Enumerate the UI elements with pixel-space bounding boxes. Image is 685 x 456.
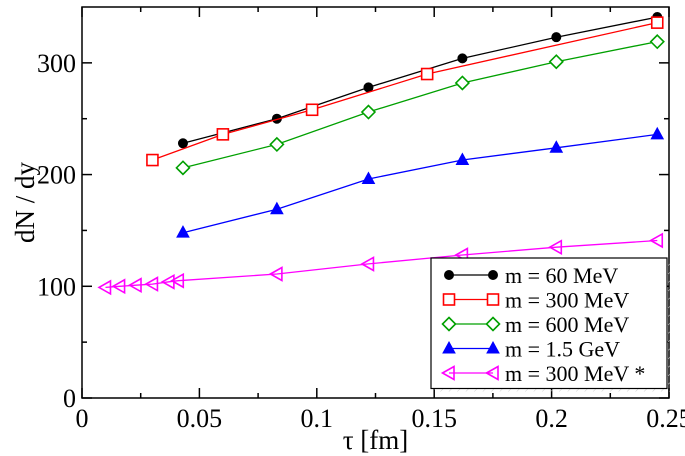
x-tick-label: 0.25 bbox=[646, 404, 685, 433]
data-point-series-1 bbox=[177, 138, 188, 149]
y-tick-label: 300 bbox=[37, 49, 76, 78]
data-point-series-3 bbox=[548, 54, 564, 70]
legend-marker bbox=[488, 270, 498, 280]
data-point-series-5 bbox=[144, 276, 159, 292]
data-point-series-3 bbox=[175, 160, 191, 176]
legend-box bbox=[430, 257, 668, 390]
data-point-series-5 bbox=[111, 278, 126, 295]
series-line-4 bbox=[182, 133, 658, 234]
x-tick-label: 0.05 bbox=[177, 404, 223, 433]
legend-marker bbox=[484, 365, 499, 381]
data-point-series-5 bbox=[127, 277, 142, 294]
data-point-series-2 bbox=[650, 16, 664, 29]
data-point-series-4 bbox=[176, 225, 190, 238]
data-point-series-5 bbox=[97, 279, 112, 296]
data-point-series-2 bbox=[146, 153, 159, 167]
data-point-series-5 bbox=[548, 239, 563, 256]
legend-label: m = 600 MeV bbox=[505, 312, 629, 337]
data-point-series-2 bbox=[216, 128, 230, 141]
data-point-series-4 bbox=[455, 152, 470, 166]
y-axis-label: dN / dy bbox=[10, 162, 40, 244]
data-point-series-5 bbox=[170, 272, 185, 289]
data-point-series-3 bbox=[360, 104, 377, 120]
legend-marker bbox=[486, 293, 500, 306]
x-tick-label: 0.2 bbox=[535, 404, 568, 433]
data-point-series-4 bbox=[270, 201, 284, 215]
legend-marker bbox=[485, 316, 501, 332]
data-point-series-4 bbox=[549, 140, 564, 153]
legend-marker bbox=[441, 316, 457, 332]
y-tick-label: 200 bbox=[37, 161, 76, 190]
legend-marker bbox=[442, 293, 456, 306]
data-point-series-5 bbox=[360, 256, 375, 272]
data-point-series-2 bbox=[420, 67, 434, 81]
series-line-3 bbox=[182, 40, 658, 169]
legend-marker bbox=[440, 365, 455, 381]
x-tick-label: 0.1 bbox=[301, 404, 334, 433]
legend-marker bbox=[486, 340, 500, 354]
data-point-series-5 bbox=[268, 266, 283, 282]
series-line-1 bbox=[182, 16, 658, 144]
legend-label: m = 1.5 GeV bbox=[505, 337, 620, 362]
data-point-series-3 bbox=[649, 34, 665, 50]
data-point-series-1 bbox=[551, 32, 562, 43]
x-tick-label: 0.15 bbox=[411, 404, 457, 433]
legend-label: m = 300 MeV * bbox=[505, 361, 645, 386]
data-point-series-1 bbox=[457, 53, 468, 64]
legend-label: m = 60 MeV bbox=[505, 263, 618, 288]
data-point-series-1 bbox=[363, 82, 374, 93]
y-tick-label: 100 bbox=[37, 272, 76, 301]
x-axis-label: τ [fm] bbox=[343, 425, 409, 455]
legend-label: m = 300 MeV bbox=[505, 288, 629, 313]
data-point-series-5 bbox=[649, 232, 664, 249]
data-point-series-4 bbox=[650, 126, 665, 140]
legend-marker bbox=[442, 340, 456, 354]
data-point-series-4 bbox=[361, 171, 376, 185]
data-point-series-3 bbox=[269, 136, 285, 153]
y-tick-label: 0 bbox=[63, 384, 76, 413]
data-point-series-3 bbox=[454, 75, 471, 91]
data-point-series-2 bbox=[305, 103, 319, 117]
x-tick-label: 0 bbox=[76, 404, 89, 433]
legend-marker bbox=[444, 270, 454, 280]
